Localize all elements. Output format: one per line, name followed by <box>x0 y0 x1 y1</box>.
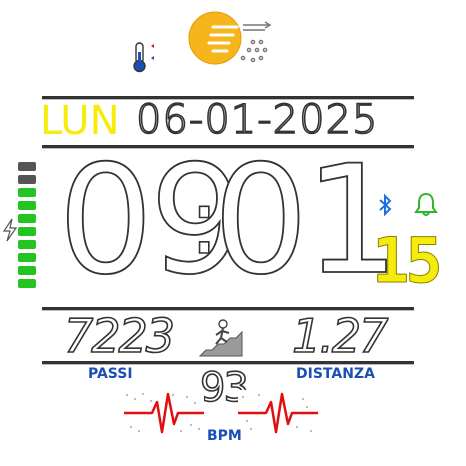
thermometer-icon <box>128 40 158 74</box>
bell-icon[interactable] <box>414 191 438 217</box>
steps-label: PASSI <box>88 366 133 382</box>
battery-segment <box>18 279 36 288</box>
heartbeat-icon-right <box>238 390 318 436</box>
date-text: 06-01-2025 <box>135 96 379 144</box>
heart-rate-label: BPM <box>207 428 242 444</box>
battery-segment <box>18 201 36 210</box>
battery-segment <box>18 214 36 223</box>
divider-date <box>42 145 414 149</box>
divider-bottom-time <box>42 307 414 311</box>
battery-segment <box>18 240 36 249</box>
day-of-week: LUN <box>40 98 120 144</box>
weather-icon[interactable] <box>183 10 275 72</box>
battery-level <box>17 162 37 292</box>
time-separator: : <box>188 170 220 275</box>
distance-value: 1.27 <box>291 309 389 363</box>
charging-bolt-icon <box>2 218 18 242</box>
battery-segment <box>18 227 36 236</box>
time-minutes: 01 <box>212 134 401 308</box>
bluetooth-icon[interactable] <box>378 193 392 217</box>
battery-segment <box>18 188 36 197</box>
battery-segment <box>18 266 36 275</box>
battery-segment <box>18 175 36 184</box>
steps-value: 7223 <box>63 309 176 363</box>
divider-top <box>42 96 414 100</box>
heartbeat-icon <box>124 390 204 436</box>
stairs-climber-icon <box>196 318 248 358</box>
distance-label: DISTANZA <box>296 366 375 382</box>
battery-segment <box>18 253 36 262</box>
divider-stats <box>42 361 414 365</box>
seconds-value: 15 <box>372 224 444 298</box>
battery-segment <box>18 162 36 171</box>
time-hours: 09 <box>57 134 246 308</box>
